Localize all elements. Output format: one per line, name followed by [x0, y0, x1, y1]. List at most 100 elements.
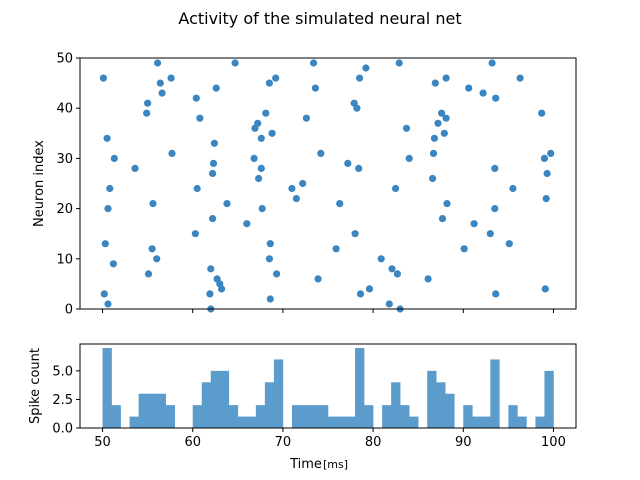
spike-point: [388, 265, 396, 273]
histogram-ytick-label: 2.5: [52, 393, 73, 408]
spike-point: [547, 149, 555, 157]
spike-point: [465, 84, 473, 92]
spike-point: [209, 159, 218, 167]
spike-point: [470, 220, 478, 228]
histogram-bar: [291, 405, 302, 428]
histogram-bar: [346, 416, 356, 428]
spike-point: [292, 195, 300, 203]
spike-point: [385, 300, 393, 308]
spike-point: [479, 89, 487, 97]
spike-point: [210, 139, 218, 147]
spike-point: [131, 164, 139, 172]
spike-point: [438, 215, 447, 223]
raster-ytick-label: 0: [65, 303, 73, 318]
spike-point: [516, 74, 524, 82]
histogram-panel: 0.02.55.050 60 70 80 90 100 Spike count Time …: [28, 343, 577, 472]
spike-point: [212, 84, 220, 92]
spike-point: [538, 109, 546, 117]
histogram-frame: [79, 343, 577, 429]
spike-point: [509, 184, 517, 193]
chart-title: Activity of the simulated neural net: [178, 9, 461, 28]
spike-point: [365, 285, 374, 293]
spike-point: [158, 89, 166, 97]
spike-point: [541, 285, 549, 293]
histogram-bar: [237, 416, 248, 428]
spike-point: [332, 245, 340, 253]
histogram-bar: [463, 405, 473, 428]
histogram-bar: [246, 416, 257, 428]
histogram-xtick-label: 70: [275, 435, 292, 450]
spike-point: [110, 154, 118, 162]
histogram-axis: 0.0 2.5 5.0 50 60 70 80 90 100: [52, 364, 566, 450]
spike-point: [266, 240, 274, 248]
spike-point: [167, 74, 175, 82]
spike-point: [265, 255, 273, 263]
histogram-bar: [201, 382, 212, 428]
raster-frame: [79, 57, 577, 310]
spike-point: [310, 59, 318, 67]
histogram-bar: [165, 405, 175, 428]
histogram-ylabel: Spike count: [28, 348, 43, 424]
spike-point: [223, 200, 231, 208]
spike-point: [314, 275, 322, 283]
spike-point: [317, 149, 325, 157]
raster-ytick-label: 20: [56, 202, 73, 217]
histogram-xtick-label: 80: [365, 435, 382, 450]
spike-point: [109, 260, 117, 268]
raster-ytick-label: 50: [56, 52, 73, 67]
spike-point: [192, 94, 200, 102]
spike-point: [434, 119, 442, 127]
spike-point: [488, 59, 496, 67]
spike-point: [143, 109, 151, 117]
spike-point: [351, 230, 359, 238]
spike-point: [268, 129, 276, 137]
spike-point: [431, 79, 439, 87]
histogram-bar: [111, 405, 121, 428]
spike-point: [429, 149, 438, 157]
histogram-bar: [102, 348, 112, 428]
spike-point: [272, 74, 280, 82]
spike-point: [424, 275, 432, 283]
histogram-bar: [382, 405, 392, 428]
spike-point: [492, 290, 500, 298]
spike-point: [393, 270, 401, 278]
spike-point: [258, 205, 266, 213]
spike-point: [209, 169, 217, 178]
histogram-bar: [228, 405, 239, 428]
spike-point: [430, 134, 438, 142]
raster-panel: 0 10 20 30 40 50 Neuron index: [32, 52, 577, 318]
histogram-bar: [409, 416, 419, 428]
spike-point: [288, 184, 296, 193]
spike-point: [257, 134, 265, 142]
spike-point: [440, 129, 448, 137]
raster-ytick-label: 40: [56, 102, 73, 117]
spike-point: [257, 164, 265, 172]
histogram-bar: [219, 370, 230, 428]
spike-point: [353, 104, 361, 112]
spike-point: [250, 154, 258, 162]
spike-point: [540, 154, 549, 162]
histogram-bar: [481, 416, 491, 428]
spike-point: [99, 74, 107, 82]
raster-ytick-label: 10: [56, 252, 73, 267]
histogram-bar: [445, 393, 455, 428]
histogram-ytick-label: 0.0: [52, 422, 73, 437]
spike-point: [231, 59, 239, 67]
histogram-ytick-label: 5.0: [52, 364, 73, 379]
spike-point: [429, 174, 437, 183]
spike-point: [392, 184, 400, 193]
spike-point: [254, 119, 262, 127]
histogram-bar: [273, 359, 284, 428]
spike-point: [196, 114, 204, 122]
spike-point: [460, 245, 468, 253]
histogram-bar: [391, 382, 401, 428]
spike-point: [405, 154, 413, 162]
spike-point: [207, 265, 215, 273]
spike-point: [311, 84, 319, 92]
spike-point: [104, 205, 112, 213]
spike-point: [443, 200, 451, 208]
spike-point: [106, 184, 114, 193]
spike-point: [218, 285, 226, 293]
spike-point: [144, 270, 153, 278]
